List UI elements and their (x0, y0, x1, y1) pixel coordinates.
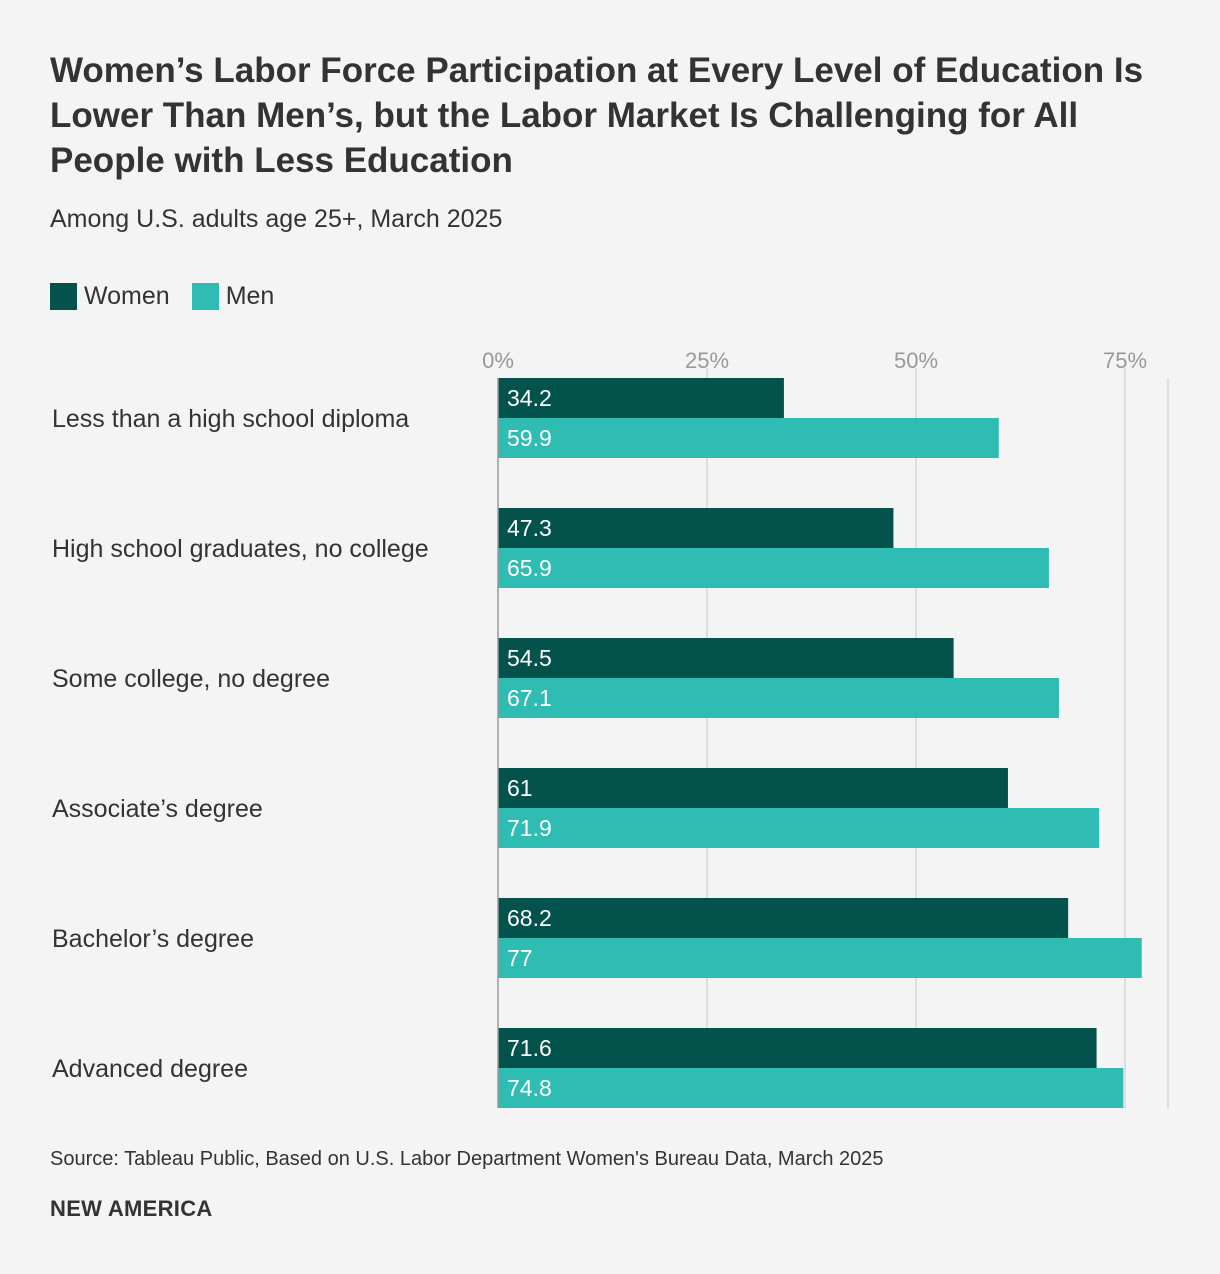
category-label: High school graduates, no college (52, 535, 429, 563)
bar-value-label-men: 67.1 (507, 685, 552, 711)
bar-chart: 0% 25% 50% 75% Less than a high school diplo… (52, 348, 1169, 1108)
x-tick-label-25: 25% (685, 348, 729, 373)
bar-men (498, 1068, 1124, 1108)
brand-wordmark: NEW AMERICA (50, 1196, 213, 1221)
legend-label-women: Women (84, 282, 170, 310)
category-label: Some college, no degree (52, 665, 330, 693)
chart-title: Women’s Labor Force Participation at Eve… (50, 51, 1144, 180)
bar-value-label-men: 65.9 (507, 555, 552, 581)
bar-men (498, 548, 1049, 588)
bar-women (498, 638, 954, 678)
bar-women (498, 1028, 1097, 1068)
bar-value-label-men: 71.9 (507, 815, 552, 841)
bar-women (498, 378, 784, 418)
source-note: Source: Tableau Public, Based on U.S. La… (50, 1148, 884, 1170)
bar-value-label-women: 54.5 (507, 645, 552, 671)
chart-subtitle: Among U.S. adults age 25+, March 2025 (50, 205, 503, 233)
x-tick-label-50: 50% (894, 348, 938, 373)
bar-value-label-women: 68.2 (507, 905, 552, 931)
bar-women (498, 768, 1008, 808)
bar-value-label-women: 61 (507, 775, 533, 801)
bar-men (498, 808, 1100, 848)
legend-label-men: Men (225, 282, 275, 310)
bar-value-label-women: 34.2 (507, 385, 552, 411)
bar-value-label-men: 59.9 (507, 425, 552, 451)
x-tick-label-75: 75% (1103, 348, 1147, 373)
bar-men (498, 418, 999, 458)
category-label: Bachelor’s degree (52, 925, 254, 953)
bar-men (498, 938, 1142, 978)
bar-value-label-women: 71.6 (507, 1035, 552, 1061)
bar-value-label-women: 47.3 (507, 515, 552, 541)
bar-women (498, 508, 894, 548)
category-label: Associate’s degree (52, 795, 263, 823)
bar-women (498, 898, 1069, 938)
category-label: Advanced degree (52, 1055, 248, 1083)
bar-value-label-men: 74.8 (507, 1075, 552, 1101)
legend: Women Men (50, 282, 296, 311)
x-tick-label-0: 0% (482, 348, 514, 373)
legend-item-men: Men (191, 282, 275, 311)
bar-value-label-men: 77 (507, 945, 533, 971)
legend-swatch-men (191, 283, 219, 310)
legend-swatch-women (50, 283, 77, 310)
bar-men (498, 678, 1059, 718)
category-label: Less than a high school diploma (52, 405, 409, 433)
legend-item-women: Women (50, 282, 170, 311)
